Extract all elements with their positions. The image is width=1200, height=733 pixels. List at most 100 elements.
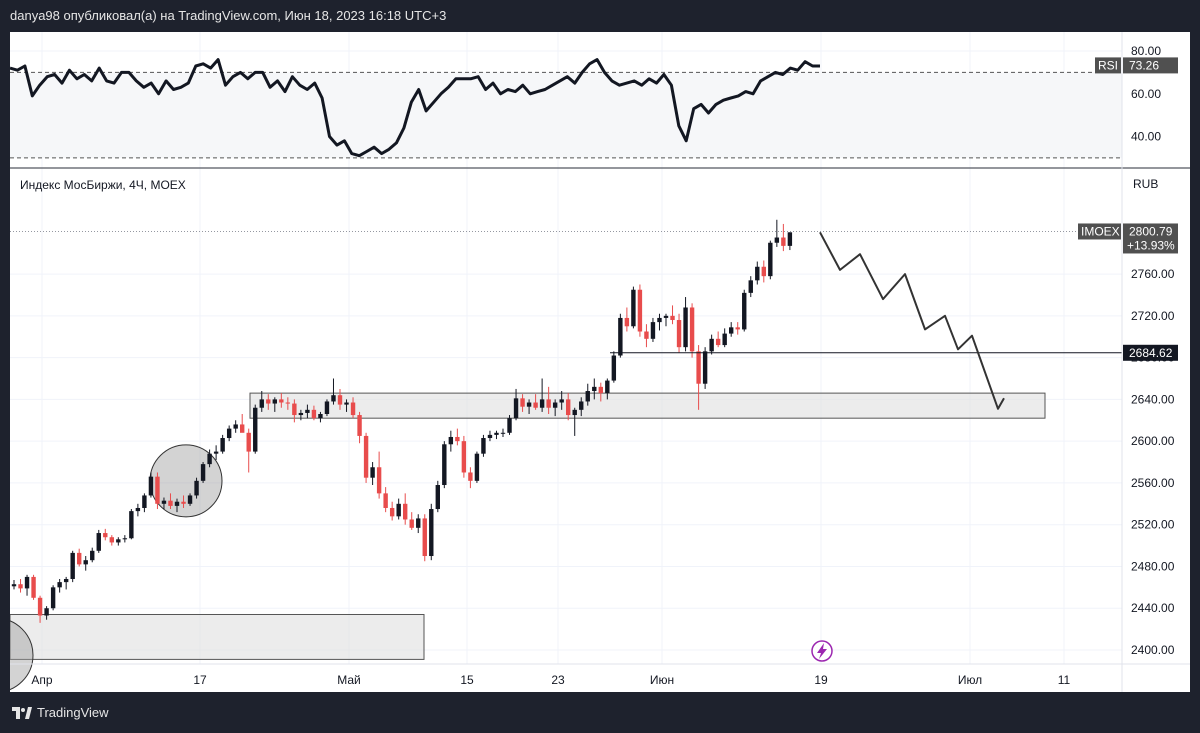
candle [383, 487, 388, 513]
candle [605, 378, 610, 400]
candle-body [389, 507, 395, 517]
price-tick-label: 2760.00 [1131, 267, 1175, 281]
candle-body [285, 402, 291, 404]
candle-body [461, 441, 467, 473]
publication-date: Июн 18, 2023 16:18 UTC+3 [284, 8, 447, 23]
x-tick-label: Июл [958, 673, 982, 687]
price-tick-label: 2640.00 [1131, 392, 1175, 406]
candle-body [44, 608, 49, 616]
candle-body [135, 507, 141, 512]
candle-body [735, 327, 740, 330]
candle-body [539, 399, 545, 408]
candle-body [494, 432, 499, 435]
candle-body [657, 317, 662, 323]
candle-body [605, 380, 610, 394]
candle [194, 477, 199, 499]
price-tick-label: 2560.00 [1131, 476, 1175, 490]
candle [266, 394, 271, 410]
x-tick-label: 17 [193, 673, 207, 687]
currency-label[interactable]: RUB [1133, 177, 1159, 191]
candle-body [742, 292, 747, 330]
candle-body [207, 453, 212, 465]
chart-canvas[interactable]: 80.00 60.00 40.00 RSI 73.26 2760.00 2720.00 268… [10, 32, 1190, 692]
chart-frame[interactable]: 80.00 60.00 40.00 RSI 73.26 2760.00 2720.00 268… [10, 32, 1190, 692]
candle [474, 451, 480, 483]
candle-body [513, 398, 519, 419]
candle [416, 514, 421, 534]
candle [226, 425, 232, 442]
candle-body [279, 399, 284, 403]
published-text: опубликовал(а) на TradingView.com, [63, 8, 281, 23]
price-tick-label: 2520.00 [1131, 518, 1175, 532]
candle [331, 378, 336, 405]
candle-body [403, 503, 408, 520]
candle [370, 462, 375, 486]
candle [50, 585, 56, 611]
rsi-tick-label: 80.00 [1131, 44, 1161, 58]
candle-body [168, 500, 173, 506]
candle-body [598, 386, 603, 394]
candle [657, 313, 662, 331]
candle-body [696, 351, 701, 384]
lightning-icon [811, 640, 833, 662]
candle-body [520, 398, 525, 407]
candle [357, 411, 362, 444]
symbol-label: Индекс МосБиржи, 4Ч, MOEX [20, 178, 186, 192]
candle [116, 537, 121, 546]
candle-body [220, 438, 225, 452]
candle [129, 509, 134, 540]
candle [468, 467, 473, 489]
candle [768, 240, 773, 280]
candle [435, 480, 440, 513]
candle [774, 219, 780, 247]
candle-body [272, 399, 277, 404]
candle-body [31, 576, 36, 598]
candle [722, 328, 727, 348]
candle [63, 576, 69, 590]
candle [376, 451, 382, 499]
candle [253, 404, 258, 454]
tradingview-brand[interactable]: TradingView [12, 692, 109, 733]
candle-body [357, 415, 362, 436]
candle [305, 404, 310, 419]
candle [220, 434, 225, 454]
candle-body [116, 539, 121, 543]
x-tick-label: 15 [460, 673, 474, 687]
candle [448, 430, 454, 452]
candle-body [396, 503, 401, 517]
price-tick-label: 2720.00 [1131, 309, 1175, 323]
candle [344, 399, 349, 412]
candle [455, 428, 460, 446]
candle-body [187, 495, 193, 504]
candle [735, 322, 740, 335]
candle [526, 399, 532, 414]
candle [83, 556, 88, 571]
candle-body [376, 467, 382, 494]
candle-body [363, 435, 369, 478]
candle [481, 434, 486, 457]
candle-body [311, 409, 317, 419]
candle-body [429, 509, 434, 557]
candle-body [259, 399, 264, 408]
candle-body [552, 402, 558, 408]
candle-body [292, 403, 297, 416]
candle-body [637, 289, 643, 332]
lightning-icon-bolt [817, 643, 827, 659]
candle-body [787, 232, 793, 246]
candle [650, 317, 656, 342]
candle-body [109, 537, 114, 543]
candle-body [200, 464, 206, 481]
candle-body [559, 399, 564, 403]
candle-body [331, 395, 336, 402]
candle-body [768, 242, 773, 277]
candle-body [148, 476, 154, 496]
candle [631, 286, 636, 329]
candle [181, 495, 186, 508]
candle [611, 351, 617, 383]
candle-body [416, 518, 421, 528]
candle-body [474, 453, 480, 481]
candle-body [507, 418, 512, 433]
candle [442, 441, 447, 489]
candle [689, 303, 695, 358]
author-name[interactable]: danya98 [10, 8, 60, 23]
